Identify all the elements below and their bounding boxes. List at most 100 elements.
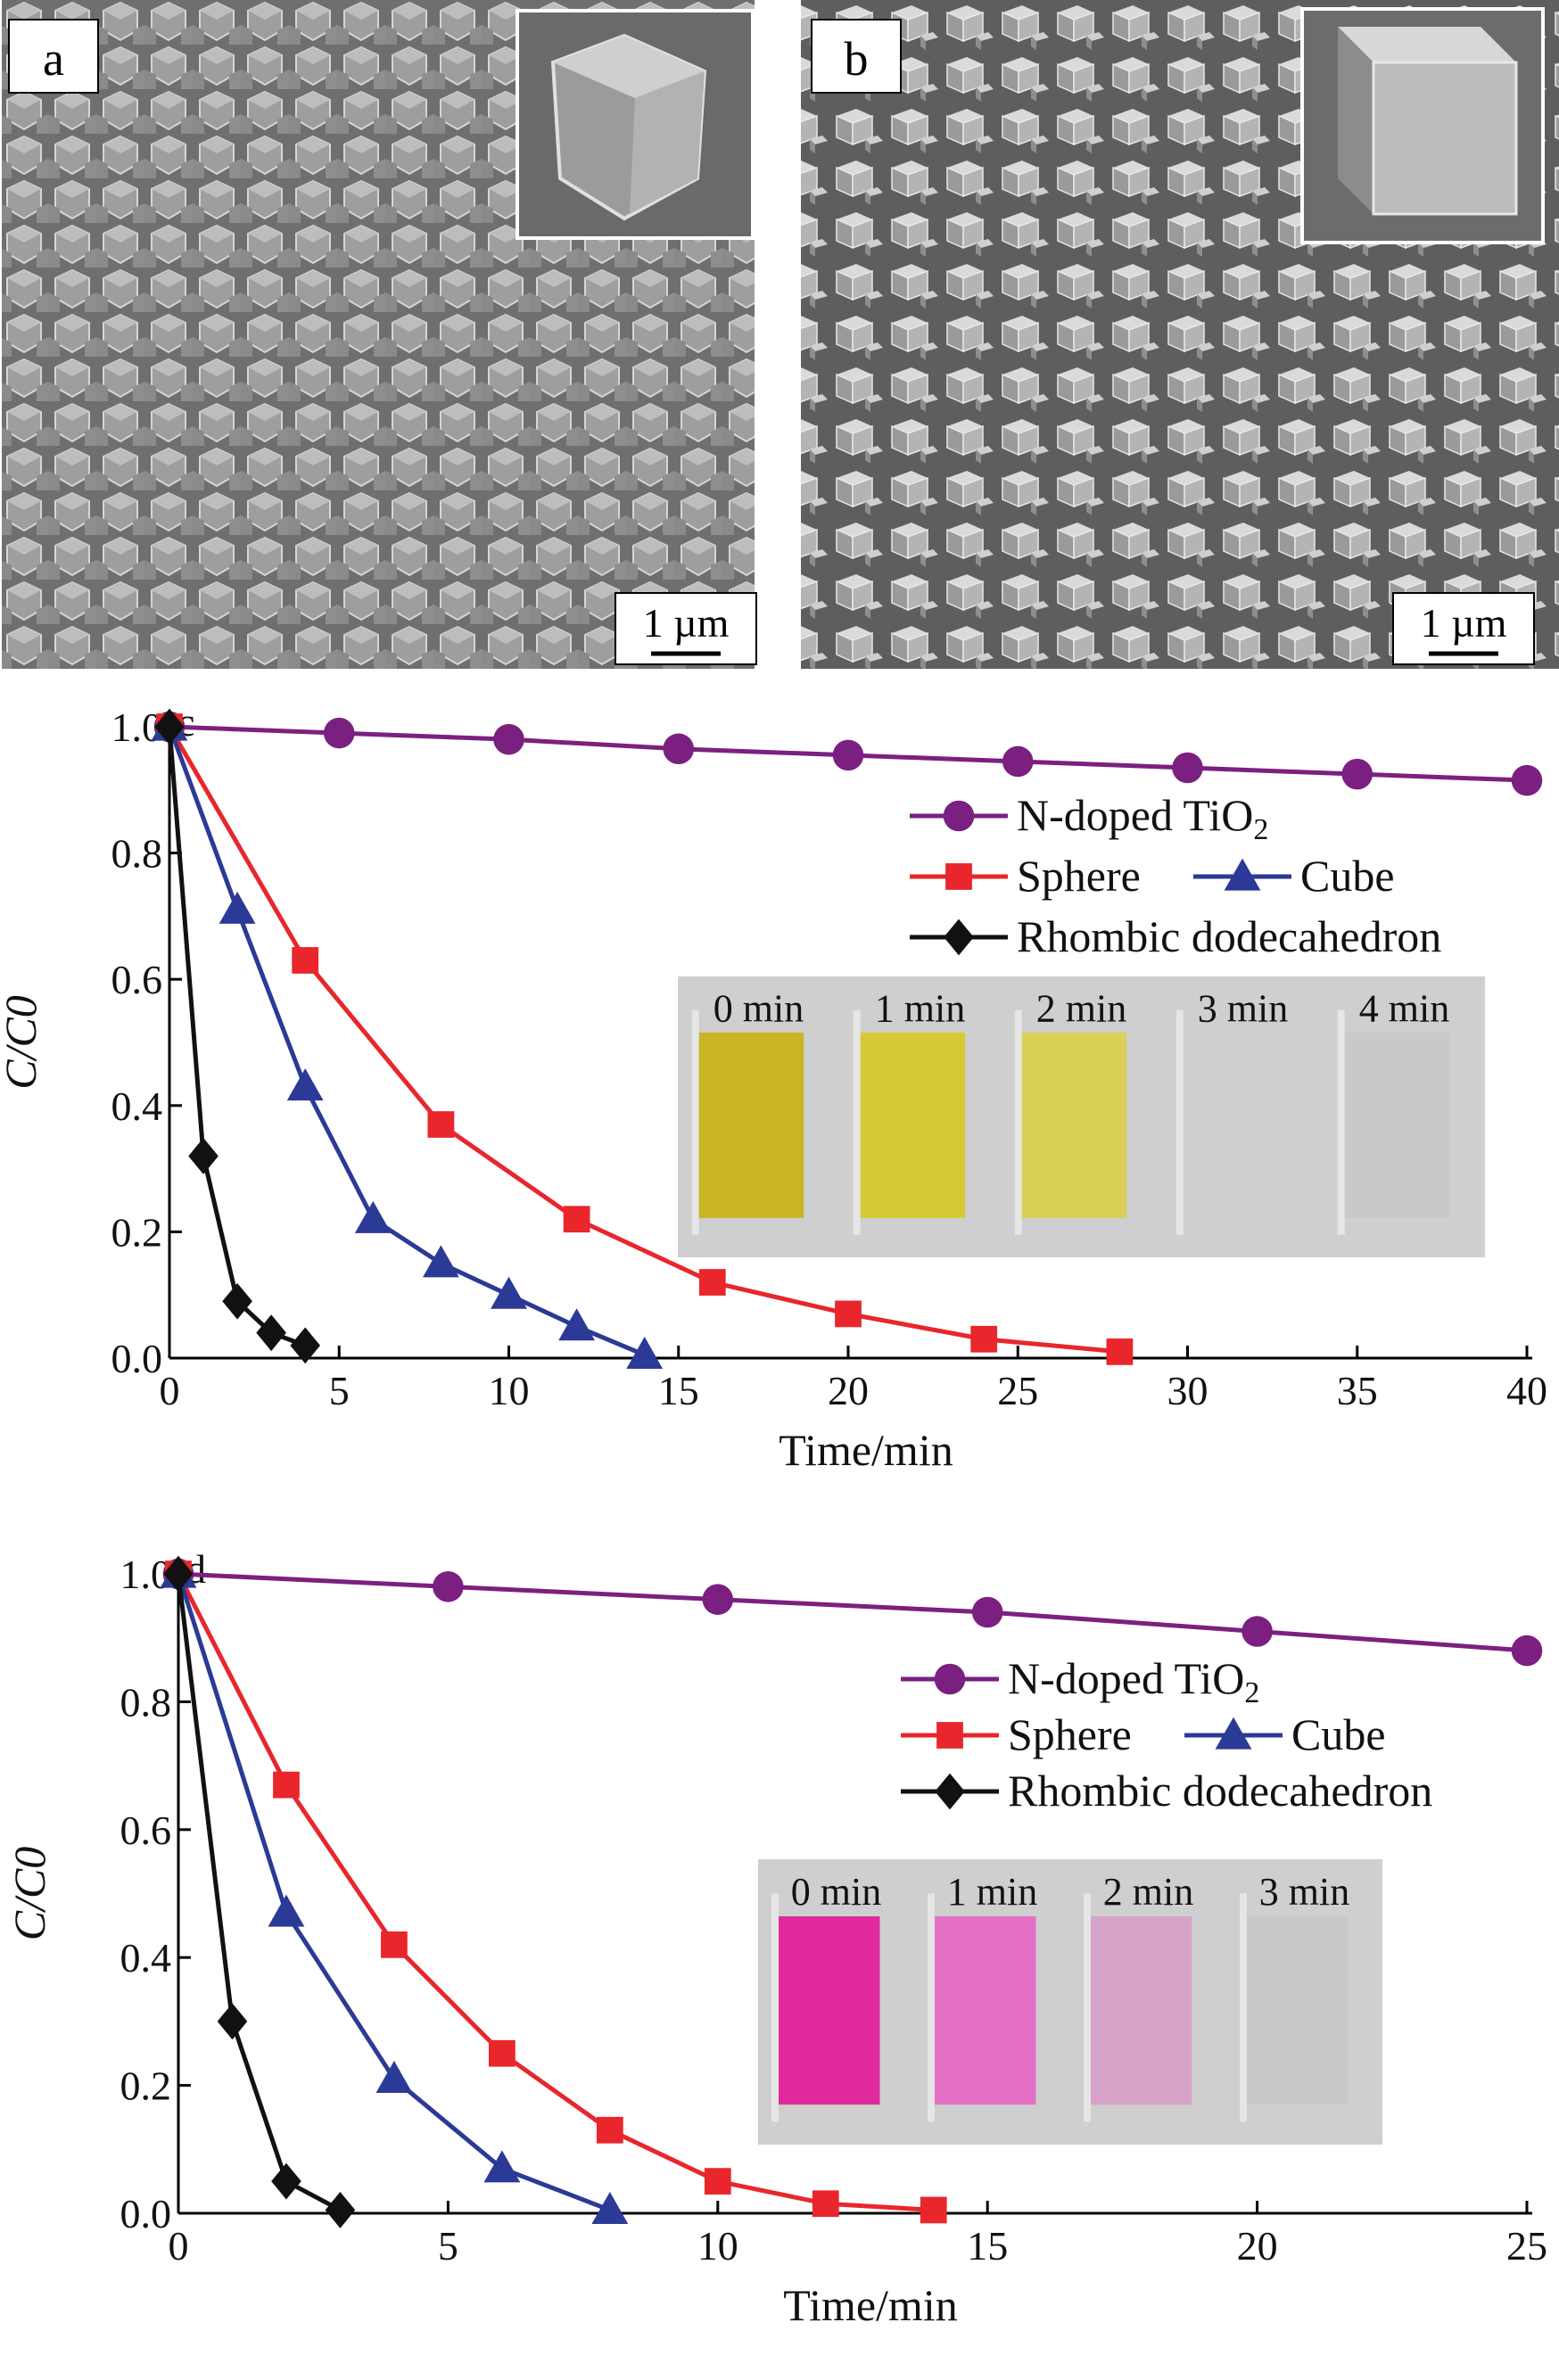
chart-d: d0 5 10 15 20 250.00.20.40.60.81.0Time/minC/C… (4, 1546, 1547, 2330)
inset-photo: 0 min 1 min 2 min 3 min 4 min (678, 976, 1485, 1257)
y-tick-label: 0.0 (120, 2191, 172, 2236)
legend-marker-cube (1224, 858, 1261, 891)
vial-edge (691, 1009, 699, 1235)
data-point-cube (354, 1200, 392, 1233)
vial-edge (1337, 1009, 1345, 1235)
y-tick-label: 0.4 (120, 1935, 172, 1981)
legend-subscript: 2 (1244, 1676, 1259, 1709)
data-point-sphere (427, 1111, 455, 1138)
vial-edge (853, 1009, 861, 1235)
data-point-n-doped-tio2 (433, 1571, 464, 1602)
data-point-n-doped-tio2 (832, 739, 864, 771)
x-tick-label: 25 (1506, 2223, 1547, 2269)
series-line-cube (167, 726, 646, 1357)
series-line-cube (176, 1573, 611, 2212)
data-point-sphere (292, 947, 319, 974)
x-tick-label: 20 (1237, 2223, 1278, 2269)
data-point-sphere (835, 1300, 862, 1328)
data-point-n-doped-tio2 (971, 1596, 1003, 1628)
data-point-n-doped-tio2 (1341, 758, 1373, 790)
series-line-sphere (176, 1572, 934, 2212)
legend-label-cube: Cube (1300, 851, 1395, 901)
series-rhombic-dodecahedron (163, 1555, 356, 2228)
legend-marker-rhombic-dodecahedron (935, 1773, 965, 1810)
vial (1089, 1916, 1192, 2105)
legend-label-n-doped-tio2: N-doped TiO2 (1017, 790, 1268, 846)
legend-label-rhombic-dodecahedron: Rhombic dodecahedron (1008, 1766, 1432, 1816)
data-point-cube (423, 1245, 459, 1278)
data-point-rhombic-dodecahedron (325, 2192, 356, 2228)
data-point-rhombic-dodecahedron (271, 2162, 301, 2200)
vial (858, 1033, 966, 1218)
y-tick-label: 0.6 (120, 1808, 172, 1853)
x-tick-label: 15 (658, 1368, 699, 1413)
x-tick-label: 5 (438, 2223, 458, 2269)
sem-panel-a: a 1 µm (2, 0, 757, 669)
sem-panel-b: b 1 µm (801, 0, 1559, 669)
y-axis-label: C/C0 (0, 995, 45, 1090)
vial (777, 1916, 880, 2105)
data-point-rhombic-dodecahedron (256, 1314, 286, 1352)
vial-edge (1240, 1893, 1247, 2122)
series-line-n-doped-tio2 (177, 1571, 1528, 1653)
legend-label-cube: Cube (1291, 1709, 1386, 1759)
legend-marker-cube (1215, 1717, 1252, 1750)
legend-label-rhombic-dodecahedron: Rhombic dodecahedron (1017, 911, 1441, 961)
data-point-rhombic-dodecahedron (188, 1138, 219, 1174)
series-n-doped-tio2 (162, 1558, 1543, 1667)
data-point-sphere (596, 2116, 623, 2144)
data-point-n-doped-tio2 (702, 1584, 734, 1615)
inset-photo-label: 0 min (791, 1870, 881, 1914)
data-point-n-doped-tio2 (663, 733, 695, 765)
data-point-cube (558, 1308, 595, 1341)
y-tick-label: 0.6 (111, 957, 163, 1002)
series-line-rhombic-dodecahedron (176, 1573, 342, 2212)
x-tick-label: 35 (1337, 1368, 1378, 1413)
legend-label-sphere: Sphere (1017, 851, 1141, 901)
data-point-cube (268, 1894, 305, 1927)
inset-a (516, 9, 755, 240)
vial-edge (1014, 1009, 1022, 1235)
x-tick-label: 15 (967, 2223, 1008, 2269)
panel-label-b: b (845, 32, 869, 86)
scale-bar-a: 1 µm (615, 592, 757, 665)
inset-photo-label: 3 min (1259, 1870, 1349, 1914)
data-point-sphere (970, 1325, 998, 1353)
data-point-n-doped-tio2 (1172, 752, 1203, 784)
x-tick-label: 40 (1506, 1368, 1547, 1413)
vial-edge (1175, 1009, 1184, 1235)
inset-photo-label: 2 min (1103, 1870, 1193, 1914)
x-tick-label: 10 (697, 2223, 738, 2269)
data-point-n-doped-tio2 (1241, 1616, 1273, 1647)
vial-edge (771, 1893, 779, 2122)
legend-marker-n-doped-tio2 (934, 1663, 966, 1695)
data-point-n-doped-tio2 (493, 723, 524, 755)
y-tick-label: 0.8 (111, 831, 163, 877)
data-point-rhombic-dodecahedron (163, 1555, 194, 1593)
vial (1181, 1033, 1289, 1218)
inset-photo: 0 min 1 min 2 min 3 min (758, 1859, 1382, 2145)
y-axis-label: C/C0 (4, 1847, 54, 1941)
x-tick-label: 10 (489, 1368, 530, 1413)
legend-marker-rhombic-dodecahedron (944, 918, 974, 956)
legend-label-sphere: Sphere (1008, 1709, 1132, 1759)
vial (697, 1033, 804, 1218)
data-point-rhombic-dodecahedron (290, 1327, 320, 1364)
y-tick-label: 0.4 (111, 1083, 163, 1129)
inset-photo-label: 1 min (875, 986, 965, 1030)
vial-edge (1084, 1893, 1091, 2122)
y-tick-label: 0.2 (120, 2063, 172, 2109)
x-axis-label: Time/min (779, 1425, 953, 1475)
data-point-cube (219, 891, 256, 924)
legend-subscript: 2 (1253, 813, 1268, 846)
legend-marker-n-doped-tio2 (943, 800, 975, 832)
panel-label-box-b (811, 19, 902, 94)
data-point-sphere (920, 2196, 947, 2224)
data-point-sphere (704, 2168, 731, 2195)
series-n-doped-tio2 (153, 711, 1543, 796)
y-tick-label: 1.0 (111, 704, 163, 750)
vial-edge (928, 1893, 935, 2122)
